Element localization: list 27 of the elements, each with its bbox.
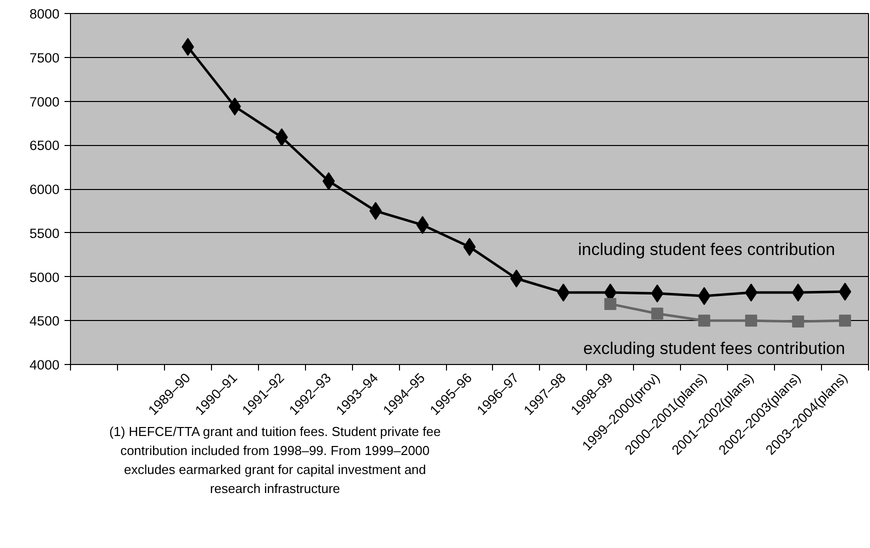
point — [604, 298, 616, 310]
series-label: excluding student fees contribution — [583, 339, 846, 358]
y-tick-label: 5000 — [29, 270, 60, 285]
y-tick-label: 4000 — [29, 358, 60, 372]
point — [744, 284, 758, 302]
point — [369, 202, 382, 220]
y-tick-label: 6500 — [29, 138, 60, 154]
point — [416, 216, 429, 234]
point — [651, 308, 664, 320]
y-tick-label: 4500 — [29, 314, 60, 329]
y-tick-label: 6000 — [29, 182, 60, 197]
point — [698, 314, 710, 327]
point — [839, 314, 852, 327]
y-tick-label: 8000 — [29, 6, 60, 22]
point — [557, 284, 570, 302]
point — [510, 270, 523, 288]
point — [182, 38, 194, 56]
point — [792, 316, 804, 328]
series-label: including student fees contribution — [578, 240, 836, 260]
point — [792, 284, 804, 302]
y-tick-label: 5500 — [29, 226, 60, 241]
text: (1) HEFCE/TTA grant and tuition fees. Student private fee contribution included from 1998–99. From 1999–2000 excludes earmarked grant for capital investment and research infrastructure — [109, 423, 441, 498]
y-tick-label: 7000 — [29, 94, 60, 110]
y-tick-label: 7500 — [29, 50, 60, 66]
point — [463, 238, 476, 256]
point — [745, 314, 758, 327]
point — [838, 282, 852, 301]
